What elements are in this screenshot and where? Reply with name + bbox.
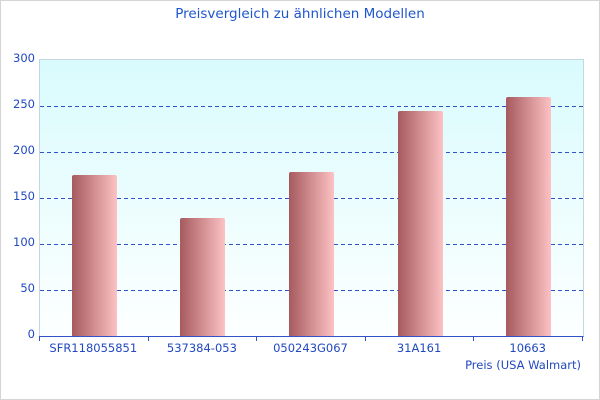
x-axis-tick [256, 336, 258, 341]
gridline [40, 151, 583, 153]
gridline [40, 105, 583, 107]
bar-050243G067 [289, 172, 334, 336]
x-axis-tick [147, 336, 149, 341]
y-tick-label: 100 [13, 235, 35, 249]
bar-537384-053 [180, 218, 226, 336]
y-tick-label: 150 [13, 189, 35, 203]
plot-area [39, 59, 584, 337]
y-tick-label: 300 [13, 51, 35, 65]
y-tick-label: 50 [20, 281, 35, 295]
x-axis-tick [364, 336, 366, 341]
x-tick-label: 050243G067 [273, 341, 348, 355]
x-tick-label: 31A161 [396, 341, 442, 355]
x-tick-label: 537384-053 [166, 341, 237, 355]
x-axis-tick [473, 336, 475, 341]
chart-title: Preisvergleich zu ähnlichen Modellen [175, 6, 425, 22]
y-tick-label: 0 [27, 327, 35, 341]
y-tick-label: 200 [13, 143, 35, 157]
x-tick-label: 10663 [509, 341, 546, 355]
bar-SFR118055851 [71, 175, 117, 336]
x-axis-label: Preis (USA Walmart) [465, 358, 581, 372]
x-axis-tick [582, 336, 583, 341]
bar-10663 [506, 97, 552, 336]
bar-31A161 [397, 111, 443, 336]
x-tick-label: SFR118055851 [49, 341, 138, 355]
y-tick-label: 250 [13, 97, 35, 111]
x-axis-tick [39, 336, 40, 341]
